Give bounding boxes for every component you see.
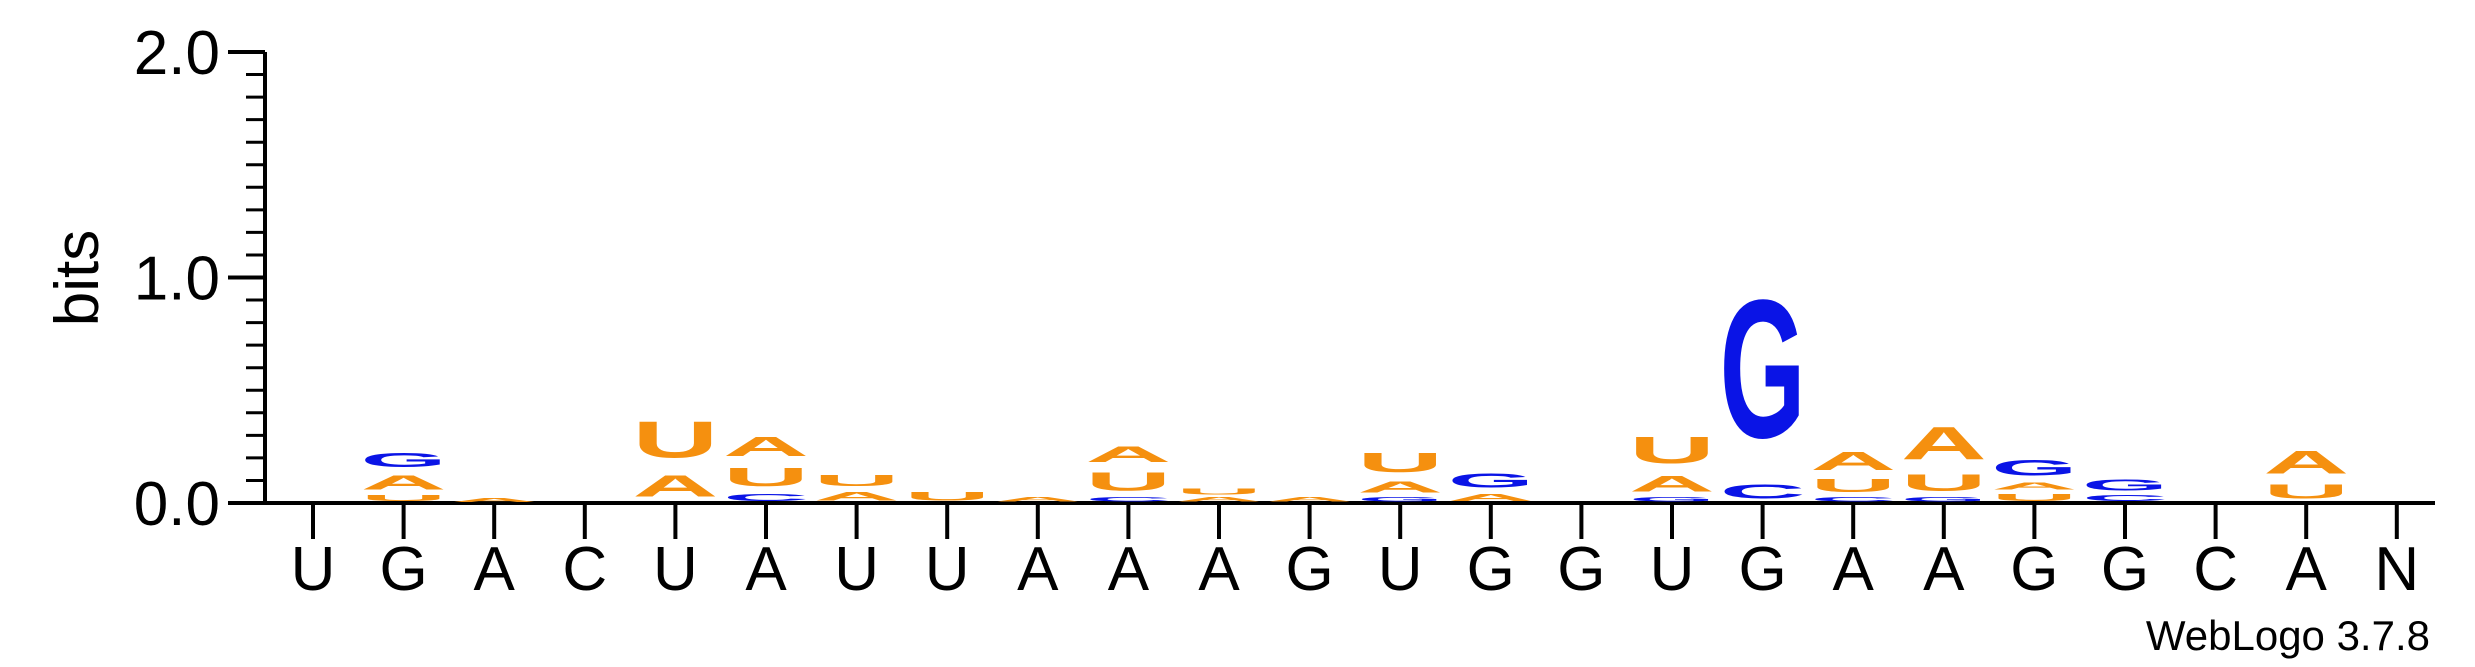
logo-letter-U: U bbox=[1901, 469, 1987, 496]
logo-letter-A: A bbox=[1629, 471, 1715, 496]
logo-letter-G: G bbox=[1991, 456, 2077, 481]
x-tick-label: G bbox=[1557, 535, 1605, 604]
logo-letter-C: C bbox=[723, 492, 809, 503]
logo-letter-U: U bbox=[1357, 447, 1443, 478]
x-tick-label: A bbox=[1923, 535, 1965, 604]
logo-letter-G: G bbox=[1629, 496, 1715, 503]
logo-letter-C: C bbox=[1810, 496, 1896, 503]
logo-column: CUA bbox=[1085, 442, 1171, 503]
x-tick-label: N bbox=[2374, 535, 2419, 604]
logo-letter-A: A bbox=[1176, 496, 1262, 503]
weblogo-credit: WebLogo 3.7.8 bbox=[2146, 612, 2430, 659]
logo-column: A bbox=[1267, 496, 1353, 503]
logo-column: GUA bbox=[1901, 417, 1987, 503]
logo-letter-G: G bbox=[1448, 469, 1534, 492]
logo-letter-U: U bbox=[1810, 476, 1896, 496]
logo-letter-A: A bbox=[451, 497, 537, 503]
x-tick-label: A bbox=[2286, 535, 2328, 604]
logo-column: AG bbox=[1448, 469, 1534, 503]
logo-letter-U: U bbox=[1085, 467, 1171, 496]
logo-column: CG bbox=[2082, 476, 2168, 503]
x-tick-label: A bbox=[745, 535, 787, 604]
logo-column: UAG bbox=[361, 449, 447, 503]
logo-letter-A: A bbox=[1085, 442, 1171, 467]
logo-letter-G: G bbox=[2082, 476, 2168, 494]
y-axis: 0.0 1.0 2.0 bbox=[134, 19, 265, 539]
x-tick-label: G bbox=[1738, 535, 1786, 604]
logo-letter-A: A bbox=[1448, 492, 1534, 503]
logo-letter-C: C bbox=[1720, 481, 1806, 503]
logo-letter-U: U bbox=[632, 411, 718, 469]
x-tick-label: U bbox=[291, 535, 336, 604]
x-tick-label: A bbox=[474, 535, 516, 604]
x-tick-label: U bbox=[653, 535, 698, 604]
x-tick-label: U bbox=[925, 535, 970, 604]
logo-letter-A: A bbox=[1357, 478, 1443, 496]
logo-column: CUA bbox=[723, 431, 809, 503]
logo-letter-A: A bbox=[814, 489, 900, 503]
logo-letter-U: U bbox=[361, 494, 447, 503]
logo-letter-A: A bbox=[361, 472, 447, 494]
x-tick-label: G bbox=[2101, 535, 2149, 604]
logo-column: UAG bbox=[1991, 456, 2077, 503]
logo-column: U bbox=[904, 489, 990, 503]
logo-letter-G: G bbox=[1901, 496, 1987, 503]
logo-letter-A: A bbox=[632, 469, 718, 503]
x-tick-label: G bbox=[1285, 535, 1333, 604]
logo-letter-U: U bbox=[1991, 492, 2077, 503]
logo-column: GAU bbox=[1357, 447, 1443, 503]
logo-column: CG bbox=[1720, 258, 1806, 503]
logo-letter-A: A bbox=[1991, 480, 2077, 491]
x-tick-label: G bbox=[2010, 535, 2058, 604]
y-axis-label: bits bbox=[43, 230, 112, 326]
logo-letter-G: G bbox=[361, 449, 447, 472]
y-tick-label: 0.0 bbox=[134, 470, 220, 539]
logo-letter-A: A bbox=[1267, 496, 1353, 503]
x-tick-label: U bbox=[1650, 535, 1695, 604]
x-tick-label: A bbox=[1198, 535, 1240, 604]
logo-letter-U: U bbox=[2263, 481, 2349, 503]
logo-letter-U: U bbox=[1176, 487, 1262, 496]
y-tick-label: 2.0 bbox=[134, 19, 220, 88]
logo-column: CUA bbox=[1810, 447, 1896, 503]
x-tick-label: A bbox=[1833, 535, 1875, 604]
logo-column: A bbox=[451, 497, 537, 503]
logo-letter-G: G bbox=[1357, 496, 1443, 503]
x-tick-label: C bbox=[2193, 535, 2238, 604]
logo-letter-U: U bbox=[814, 472, 900, 490]
x-tick-label: A bbox=[1017, 535, 1059, 604]
logo-column: AU bbox=[814, 472, 900, 503]
logo-letter-A: A bbox=[2263, 445, 2349, 481]
logo-letter-G: G bbox=[1720, 258, 1806, 479]
x-tick-label: C bbox=[562, 535, 607, 604]
logo-column: A bbox=[995, 496, 1081, 503]
x-tick-label: U bbox=[1378, 535, 1423, 604]
x-tick-label: G bbox=[379, 535, 427, 604]
y-tick-label: 1.0 bbox=[134, 245, 220, 314]
logo-column: GAU bbox=[1629, 428, 1715, 503]
logo-letter-A: A bbox=[723, 431, 809, 462]
logo-letter-C: C bbox=[2082, 494, 2168, 503]
x-tick-label: G bbox=[1467, 535, 1515, 604]
logo-letter-U: U bbox=[1629, 428, 1715, 471]
x-tick-label: A bbox=[1108, 535, 1150, 604]
logo-letter-U: U bbox=[904, 489, 990, 503]
logo-letter-A: A bbox=[1901, 417, 1987, 469]
logo-column: AU bbox=[1176, 487, 1262, 503]
logo-column: UA bbox=[2263, 445, 2349, 503]
x-tick-label: U bbox=[834, 535, 879, 604]
logo-letter-A: A bbox=[995, 496, 1081, 503]
logo-letter-C: C bbox=[1085, 496, 1171, 503]
logo-column: AU bbox=[632, 411, 718, 503]
logo-letter-U: U bbox=[723, 463, 809, 492]
logo-letter-A: A bbox=[1810, 447, 1896, 476]
